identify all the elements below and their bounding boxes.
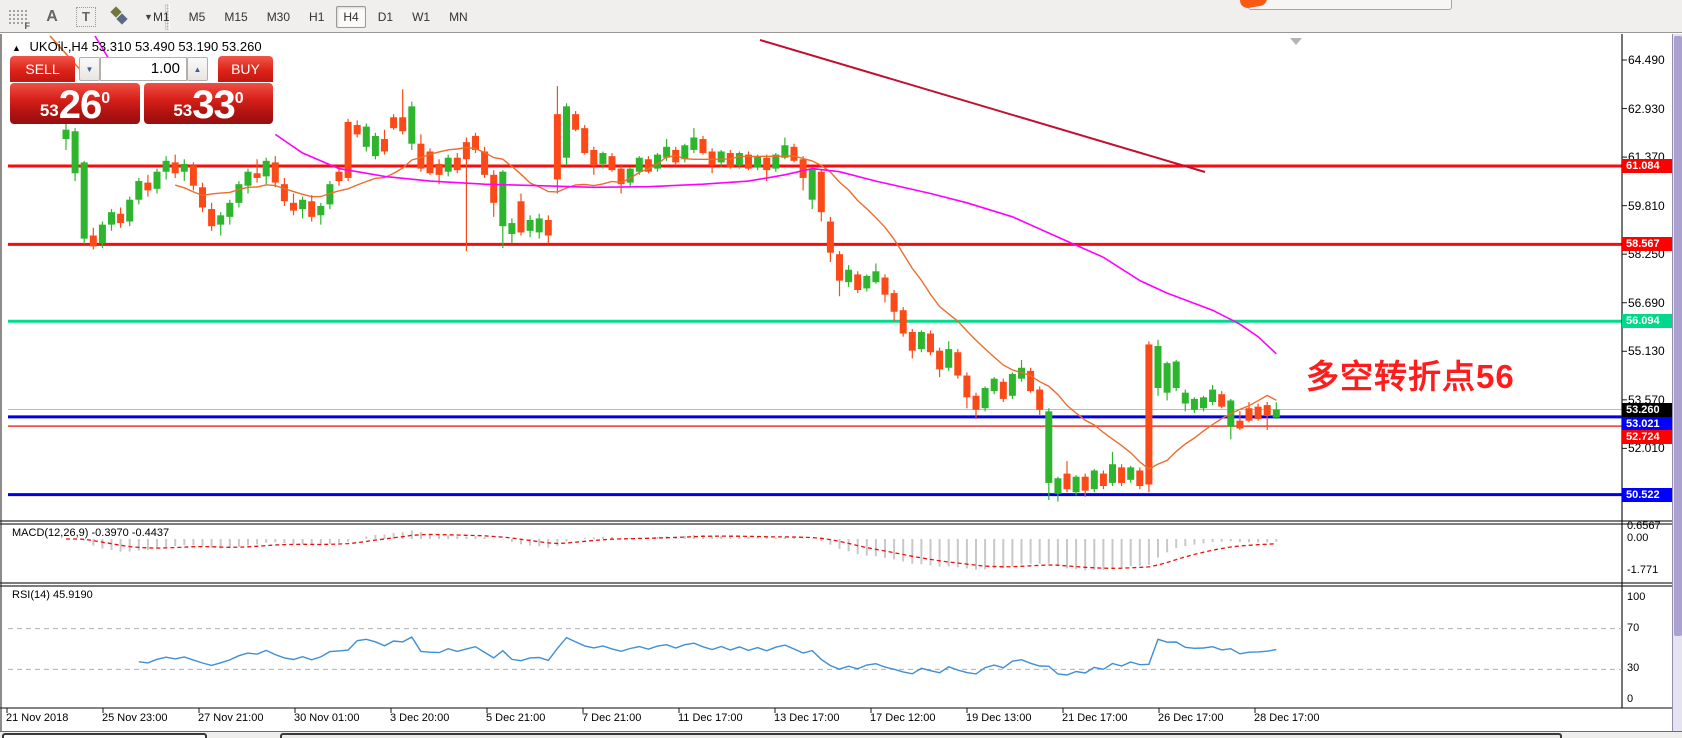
level-price-chip: 58.567 <box>1622 237 1676 252</box>
chart-tab-1[interactable] <box>2 733 207 738</box>
symbol-period-label: UKOil-,H4 <box>29 39 89 54</box>
macd-tick-label: 0.00 <box>1627 532 1649 544</box>
time-tick-label: 26 Dec 17:00 <box>1158 712 1224 724</box>
time-tick-label: 28 Dec 17:00 <box>1254 712 1320 724</box>
ohlc-readout: 53.310 53.490 53.190 53.260 <box>91 39 262 54</box>
timeframe-button-D1[interactable]: D1 <box>377 9 394 24</box>
toolbar-separator <box>164 3 170 30</box>
text-label-icon[interactable]: A <box>46 7 58 25</box>
chart-title: ▲ UKOil-,H4 53.310 53.490 53.190 53.260 <box>12 39 262 54</box>
clipped-floating-window <box>1248 0 1452 10</box>
time-tick-label: 30 Nov 01:00 <box>294 712 360 724</box>
macd-tick-label: 0.6567 <box>1627 520 1661 533</box>
time-tick-label: 3 Dec 20:00 <box>390 712 450 724</box>
toolbar-icon-group: F A T ▼ <box>6 3 172 31</box>
rsi-tick-label: 30 <box>1627 662 1640 675</box>
rsi-label: RSI(14) 45.9190 <box>12 589 93 601</box>
time-tick-label: 19 Dec 13:00 <box>966 712 1032 724</box>
level-price-chip: 53.021 <box>1622 417 1676 431</box>
buy-price-display[interactable]: 53 33 0 <box>144 83 273 125</box>
price-tick-label: 56.690 <box>1628 295 1665 310</box>
objects-icon[interactable] <box>108 5 132 29</box>
macd-label: MACD(12,26,9) -0.3970 -0.4437 <box>12 527 170 539</box>
indicators-grid-icon[interactable]: F <box>6 5 30 31</box>
volume-decrease-icon[interactable]: ▼ <box>79 57 100 81</box>
time-tick-label: 5 Dec 21:00 <box>486 712 546 724</box>
level-price-chip: 50.522 <box>1622 487 1676 502</box>
price-tick-label: 64.490 <box>1628 53 1665 67</box>
objects-dropdown-icon[interactable]: ▼ <box>144 11 153 22</box>
volume-increase-icon[interactable]: ▲ <box>187 57 208 81</box>
sell-button[interactable]: SELL <box>10 56 75 82</box>
time-tick-label: 13 Dec 17:00 <box>774 712 840 724</box>
scrollbar-thumb[interactable] <box>1674 36 1682 636</box>
level-price-chip: 53.260 <box>1622 403 1676 417</box>
sell-price-display[interactable]: 53 26 0 <box>10 83 140 125</box>
top-toolbar: F A T ▼ M1 M5 M15 M30 H1 H4 D1 W1 MN <box>0 0 1682 33</box>
timeframe-button-W1[interactable]: W1 <box>412 9 431 24</box>
level-price-chip: 61.084 <box>1622 158 1676 173</box>
timeframe-button-H1[interactable]: H1 <box>309 9 325 24</box>
volume-input[interactable]: 1.00 <box>100 57 187 81</box>
timeframe-toolbar: M1 M5 M15 M30 H1 H4 D1 W1 MN <box>146 3 480 30</box>
chart-tab-2[interactable] <box>280 733 1562 738</box>
price-tick-label: 52.010 <box>1628 441 1665 456</box>
rsi-tick-label: 100 <box>1627 591 1646 603</box>
timeframe-button-M5[interactable]: M5 <box>188 9 206 24</box>
timeframe-button-H4[interactable]: H4 <box>336 5 366 28</box>
rsi-tick-label: 0 <box>1627 693 1634 705</box>
timeframe-button-M15[interactable]: M15 <box>224 9 248 24</box>
time-tick-label: 11 Dec 17:00 <box>678 712 743 724</box>
price-tick-label: 59.810 <box>1628 198 1665 213</box>
macd-tick-label: -1.771 <box>1627 563 1659 576</box>
time-tick-label: 7 Dec 21:00 <box>582 712 642 724</box>
time-tick-label: 17 Dec 12:00 <box>870 712 936 724</box>
price-tick-label: 55.130 <box>1628 344 1665 359</box>
timeframe-button-MN[interactable]: MN <box>449 9 468 24</box>
one-click-trading-panel: SELL ▼ 1.00 ▲ BUY 53 26 0 53 33 0 <box>10 56 273 125</box>
chart-text-annotation: 多空转折点56 <box>1306 358 1515 395</box>
rsi-tick-label: 70 <box>1627 621 1640 634</box>
level-price-chip: 56.094 <box>1622 314 1676 329</box>
time-tick-label: 27 Nov 21:00 <box>198 712 264 724</box>
text-box-icon[interactable]: T <box>74 5 98 29</box>
bottom-tab-strip <box>0 731 1682 738</box>
timeframe-button-M1[interactable]: M1 <box>153 9 170 24</box>
collapse-panel-icon[interactable]: ▲ <box>12 43 21 53</box>
time-tick-label: 21 Nov 2018 <box>6 712 69 724</box>
buy-button[interactable]: BUY <box>218 56 273 82</box>
price-tick-label: 62.930 <box>1628 101 1665 116</box>
time-tick-label: 21 Dec 17:00 <box>1062 712 1128 724</box>
vertical-scrollbar[interactable] <box>1672 34 1682 731</box>
level-price-chip: 52.724 <box>1622 430 1676 444</box>
time-tick-label: 25 Nov 23:00 <box>102 712 168 724</box>
timeframe-button-M30[interactable]: M30 <box>266 9 291 24</box>
